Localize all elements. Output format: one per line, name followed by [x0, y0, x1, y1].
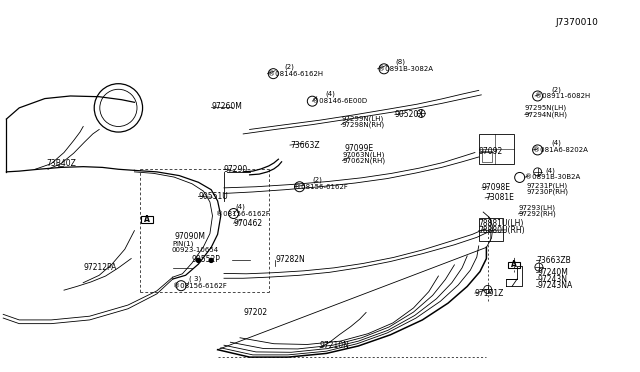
Text: 97062N(RH): 97062N(RH) — [342, 157, 385, 164]
Bar — [508, 262, 520, 268]
Text: 97212PA: 97212PA — [83, 263, 116, 272]
Text: 97299N(LH): 97299N(LH) — [341, 115, 383, 122]
Text: 97295N(LH): 97295N(LH) — [525, 105, 567, 111]
Text: (4): (4) — [236, 203, 245, 210]
Text: ( 3): ( 3) — [189, 275, 201, 282]
Text: 73B40Z: 73B40Z — [46, 159, 76, 168]
Text: ®081A6-8202A: ®081A6-8202A — [533, 147, 588, 153]
Text: ®08146-6E00D: ®08146-6E00D — [312, 98, 367, 104]
Text: 970462: 970462 — [234, 219, 263, 228]
Text: 97243NA: 97243NA — [538, 281, 573, 290]
Text: ®0891B-30B2A: ®0891B-30B2A — [525, 174, 580, 180]
Text: 73663Z: 73663Z — [290, 141, 319, 150]
Text: (8): (8) — [396, 59, 406, 65]
Text: 78880U(RH): 78880U(RH) — [479, 226, 525, 235]
Text: 78881U(LH): 78881U(LH) — [479, 219, 524, 228]
Text: 97191Z: 97191Z — [475, 289, 504, 298]
Text: ®08156-6162F: ®08156-6162F — [216, 211, 270, 217]
Text: (2): (2) — [312, 176, 322, 183]
Text: 97293(LH): 97293(LH) — [518, 204, 556, 211]
Text: ®08146-6162H: ®08146-6162H — [268, 71, 323, 77]
Text: ®08911-6082H: ®08911-6082H — [535, 93, 590, 99]
Text: 97092: 97092 — [479, 147, 503, 156]
Text: 90551U: 90551U — [198, 192, 228, 201]
Text: 97099E: 97099E — [344, 144, 374, 153]
Bar — [479, 218, 503, 241]
Bar — [141, 216, 153, 223]
Text: 90552P: 90552P — [192, 255, 221, 264]
Text: A: A — [144, 215, 150, 224]
Circle shape — [196, 259, 200, 262]
Text: ®08156-6162F: ®08156-6162F — [173, 283, 227, 289]
Text: 97231P(LH): 97231P(LH) — [526, 182, 567, 189]
Text: 73081E: 73081E — [485, 193, 514, 202]
Text: ®08156-6162F: ®08156-6162F — [294, 184, 348, 190]
Text: 97063N(LH): 97063N(LH) — [342, 151, 385, 158]
Text: A: A — [511, 260, 517, 269]
Text: 97260M: 97260M — [211, 102, 242, 111]
Circle shape — [209, 259, 213, 262]
Text: 73663ZB: 73663ZB — [536, 256, 571, 265]
Text: (4): (4) — [325, 91, 335, 97]
Text: (2): (2) — [285, 64, 294, 70]
Bar — [482, 151, 492, 162]
Text: 97240M: 97240M — [538, 268, 568, 277]
Text: 00923-10654: 00923-10654 — [172, 247, 219, 253]
Text: J7370010: J7370010 — [556, 18, 598, 27]
Text: 97098E: 97098E — [482, 183, 511, 192]
Text: ®0891B-3082A: ®0891B-3082A — [378, 66, 433, 72]
Text: 97230P(RH): 97230P(RH) — [526, 188, 568, 195]
Text: 97202: 97202 — [243, 308, 268, 317]
Text: 97298N(RH): 97298N(RH) — [341, 121, 384, 128]
Text: 97294N(RH): 97294N(RH) — [525, 111, 568, 118]
Bar — [479, 134, 514, 164]
Text: (2): (2) — [552, 86, 561, 93]
Text: (4): (4) — [552, 140, 561, 147]
Text: 97292(RH): 97292(RH) — [518, 211, 556, 217]
Text: 90520X: 90520X — [395, 110, 424, 119]
Text: 97090M: 97090M — [174, 232, 205, 241]
Text: (4): (4) — [545, 167, 555, 174]
Text: 97243N: 97243N — [538, 275, 568, 283]
Text: 97290: 97290 — [224, 165, 248, 174]
Text: 97210N: 97210N — [320, 341, 350, 350]
Text: PIN(1): PIN(1) — [173, 240, 194, 247]
Text: 97282N: 97282N — [275, 255, 305, 264]
